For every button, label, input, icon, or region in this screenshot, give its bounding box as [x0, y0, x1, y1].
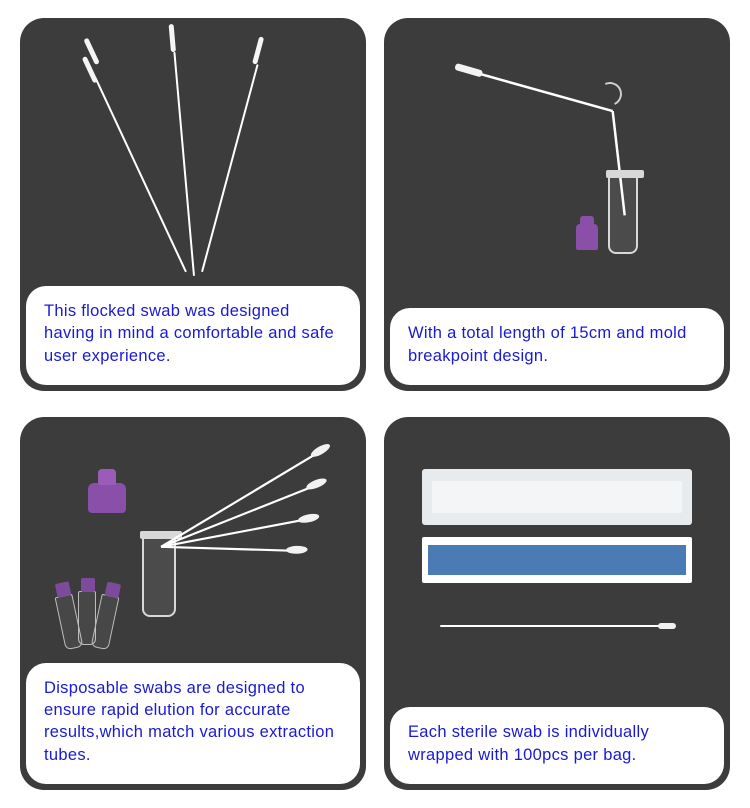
purple-cap-icon	[576, 224, 598, 250]
infographic-grid: This flocked swab was designed having in…	[0, 0, 750, 808]
break-swab-svg	[384, 18, 730, 308]
caption-comfort: This flocked swab was designed having in…	[26, 286, 360, 385]
illustration-break-tube	[384, 18, 730, 308]
label-strip-icon	[428, 545, 686, 575]
tube-icon	[608, 174, 638, 254]
panel-elution: Disposable swabs are designed to ensure …	[20, 417, 366, 790]
illustration-packaging	[384, 417, 730, 707]
inner-package-icon	[422, 537, 692, 583]
illustration-swab-fan	[20, 18, 366, 286]
caption-length: With a total length of 15cm and mold bre…	[390, 308, 724, 385]
caption-wrap: Each sterile swab is individually wrappe…	[390, 707, 724, 784]
panel-comfort: This flocked swab was designed having in…	[20, 18, 366, 391]
outer-package-icon	[422, 469, 692, 525]
single-swab-icon	[440, 625, 674, 627]
panel-wrap: Each sterile swab is individually wrappe…	[384, 417, 730, 790]
caption-elution: Disposable swabs are designed to ensure …	[26, 663, 360, 784]
illustration-tubes-swabs	[20, 417, 366, 663]
panel-length: With a total length of 15cm and mold bre…	[384, 18, 730, 391]
